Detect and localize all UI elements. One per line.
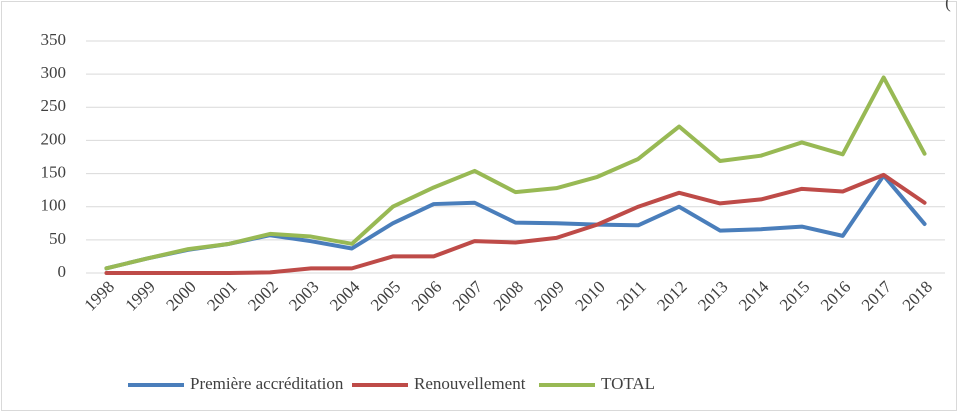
legend-label: Première accréditation [190, 374, 344, 393]
annotation: ( [945, 0, 951, 12]
line-series [104, 172, 927, 275]
y-tick-label: 300 [41, 63, 67, 82]
y-tick-label: 150 [41, 162, 67, 181]
legend-label: Renouvellement [414, 374, 526, 393]
y-tick-label: 250 [41, 96, 67, 115]
y-tick-label: 0 [58, 262, 67, 281]
y-tick-label: 100 [41, 196, 67, 215]
y-tick-label: 350 [41, 30, 67, 49]
legend-label: TOTAL [601, 374, 655, 393]
y-tick-label: 200 [41, 129, 67, 148]
line-series [104, 75, 927, 271]
y-tick-label: 50 [49, 229, 66, 248]
